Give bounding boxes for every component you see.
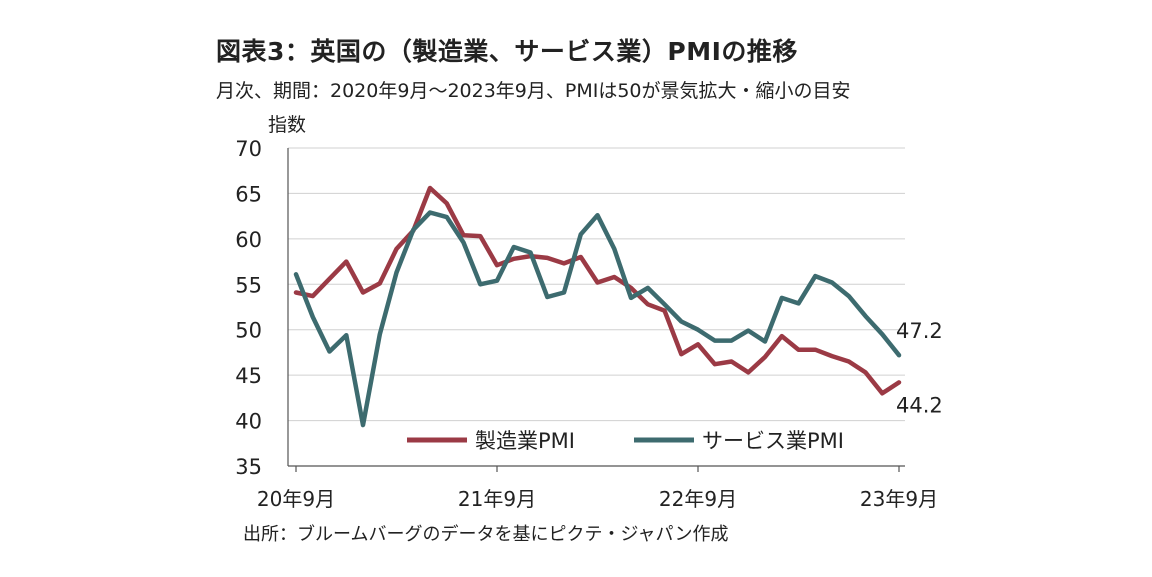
y-tick-label: 55 <box>235 273 262 297</box>
series-line-1 <box>293 210 902 428</box>
x-tick-labels: 20年9月 21年9月 22年9月 23年9月 <box>257 487 938 511</box>
y-tick-label: 65 <box>235 182 262 206</box>
y-tick-label: 40 <box>235 410 262 434</box>
chart-subtitle: 月次、期間：2020年9月～2023年9月、PMIは50が景気拡大・縮小の目安 <box>216 80 851 102</box>
y-tick-label: 50 <box>235 319 262 343</box>
legend: 製造業PMI サービス業PMI <box>407 429 844 453</box>
y-tick-labels: 35 40 45 50 55 60 65 70 <box>235 137 262 479</box>
legend-label-1: サービス業PMI <box>702 429 844 453</box>
end-label-services: 47.2 <box>896 319 943 343</box>
y-tick-label: 70 <box>235 137 262 161</box>
y-tick-label: 35 <box>235 455 262 479</box>
end-label-manufacturing: 44.2 <box>896 393 943 417</box>
x-tick-label: 22年9月 <box>659 487 737 511</box>
chart-title: 図表3：英国の（製造業、サービス業）PMIの推移 <box>216 37 798 66</box>
end-labels: 44.2 47.2 <box>896 319 943 417</box>
y-tick-label: 60 <box>235 228 262 252</box>
source-note: 出所：ブルームバーグのデータを基にピクテ・ジャパン作成 <box>243 524 729 545</box>
series-line-0 <box>293 185 902 396</box>
legend-label-0: 製造業PMI <box>475 429 575 453</box>
x-tick-label: 21年9月 <box>458 487 536 511</box>
series-lines <box>293 185 902 428</box>
y-axis-label: 指数 <box>268 114 307 136</box>
x-tick-label: 20年9月 <box>257 487 335 511</box>
y-tick-label: 45 <box>235 364 262 388</box>
axes <box>287 148 905 472</box>
x-tick-label: 23年9月 <box>860 487 938 511</box>
